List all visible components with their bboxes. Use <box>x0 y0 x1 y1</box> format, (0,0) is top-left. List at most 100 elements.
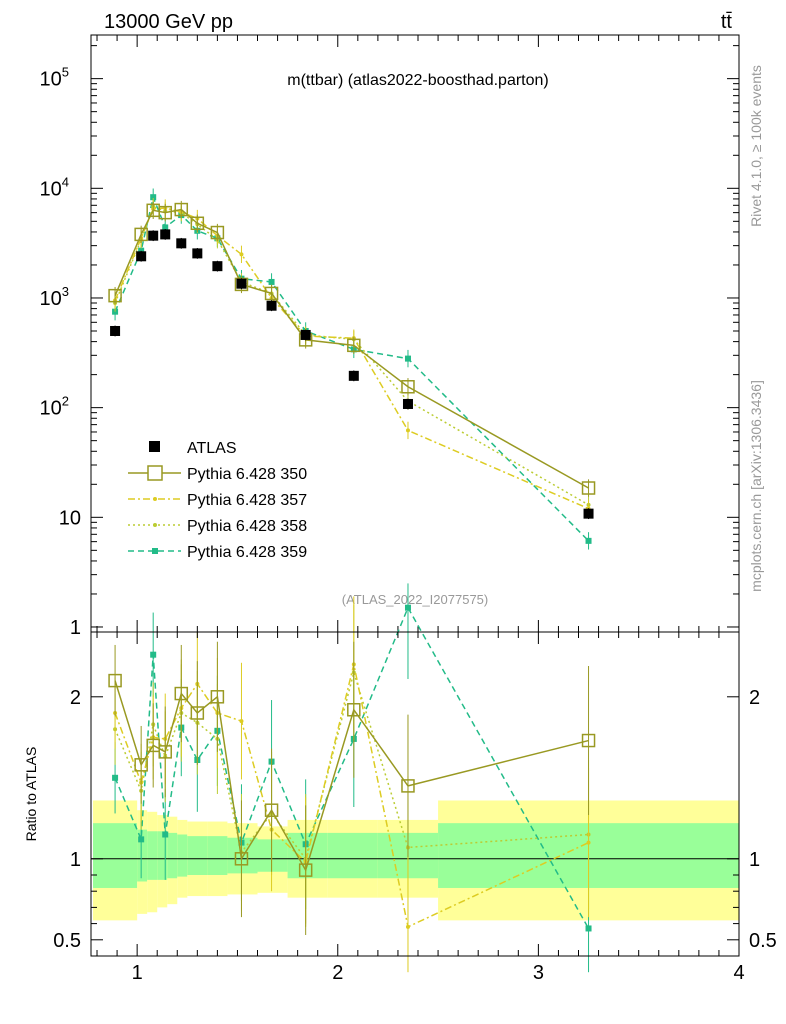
x-tick-label: 2 <box>332 962 343 984</box>
legend-marker <box>147 465 163 481</box>
marker <box>134 227 148 242</box>
data-point <box>148 230 159 241</box>
data-point <box>160 229 171 240</box>
ratio-marker <box>585 925 592 932</box>
series-line <box>114 207 589 510</box>
mcplots-label: mcplots.cern.ch [arXiv:1306.3436] <box>748 380 764 592</box>
series-line <box>114 205 589 506</box>
data-point <box>236 278 247 289</box>
ratio-band-inner <box>93 823 138 888</box>
ratio-ylabel: Ratio to ATLAS <box>23 747 39 842</box>
header-left: 13000 GeV pp <box>104 11 233 33</box>
ratio-series-pythia-6.428-350 <box>108 641 596 935</box>
ratio-marker <box>150 651 157 658</box>
y-tick-label: 103 <box>40 284 69 310</box>
x-tick-label: 1 <box>132 962 143 984</box>
data-point <box>348 370 359 381</box>
rivet-label: Rivet 4.1.0, ≥ 100k events <box>748 65 764 227</box>
ratio-panel: 0.5 0.5 1 1 2 2 1 2 3 4 Ratio to ATLAS <box>23 583 777 984</box>
ratio-marker <box>162 831 169 838</box>
y-tick-label: 102 <box>40 394 69 420</box>
legend-marker <box>152 548 158 554</box>
main-series <box>108 188 596 550</box>
data-point <box>402 398 413 409</box>
y-tick-base: 1 <box>70 617 81 639</box>
legend-label: Pythia 6.428 350 <box>187 466 307 483</box>
marker <box>581 481 596 495</box>
marker <box>404 355 411 362</box>
x-tick-label: 4 <box>733 962 744 984</box>
ratio-band-inner <box>157 831 168 880</box>
y-tick-base: 10 <box>40 398 62 420</box>
marker <box>138 247 145 254</box>
ratio-band-inner <box>177 834 188 877</box>
legend-label: Pythia 6.428 358 <box>187 518 307 535</box>
y-tick-base: 10 <box>40 288 62 310</box>
data-point <box>583 508 594 519</box>
ratio-band-inner <box>257 839 288 872</box>
series-atlas-data <box>110 228 594 520</box>
ratio-y-tick-label: 0.5 <box>53 930 81 952</box>
marker <box>162 224 169 231</box>
y-tick-exponent: 3 <box>62 284 69 299</box>
ratio-marker <box>264 803 279 817</box>
ratio-marker <box>347 703 361 717</box>
ratio-series <box>108 583 596 973</box>
ratio-marker <box>138 836 145 843</box>
ratio-band-inner <box>167 832 178 879</box>
y-tick-base: 10 <box>40 69 62 91</box>
ratio-marker <box>404 604 411 611</box>
legend-marker <box>149 441 160 452</box>
data-point <box>192 248 203 259</box>
data-point <box>110 325 121 336</box>
legend-marker <box>153 523 157 527</box>
ratio-y-tick-label: 2 <box>70 687 81 709</box>
marker <box>585 537 592 544</box>
ratio-band-inner <box>147 831 158 880</box>
analysis-label: (ATLAS_2022_I2077575) <box>342 592 488 607</box>
chart-title: m(ttbar) (atlas2022-boosthad.parton) <box>287 72 548 89</box>
marker <box>401 380 415 394</box>
ratio-marker <box>190 706 205 720</box>
ratio-y-tick-label-right: 1 <box>749 849 760 871</box>
marker <box>108 288 122 303</box>
marker <box>190 216 205 231</box>
ratio-marker <box>581 733 596 748</box>
marker <box>405 428 410 433</box>
ratio-y-tick-label-right: 0.5 <box>749 930 777 952</box>
y-tick-label: 10 <box>59 507 81 529</box>
y-tick-base: 10 <box>40 178 62 200</box>
marker <box>150 194 157 201</box>
ratio-band-inner <box>187 836 208 875</box>
ratio-marker <box>108 673 122 688</box>
marker <box>174 202 189 217</box>
marker <box>210 225 225 240</box>
data-point <box>300 329 311 340</box>
data-point <box>176 238 187 249</box>
y-tick-exponent: 4 <box>62 174 69 189</box>
ratio-y-tick-label-right: 2 <box>749 687 760 709</box>
ratio-band-inner <box>137 829 148 882</box>
legend: ATLAS Pythia 6.428 350 Pythia 6.428 357 Pyt… <box>128 440 307 561</box>
ratio-y-tick-label: 1 <box>70 849 81 871</box>
data-point <box>266 300 277 311</box>
ratio-marker <box>158 745 172 759</box>
legend-label: Pythia 6.428 357 <box>187 492 307 509</box>
ratio-uncertainty-bands <box>93 800 739 921</box>
marker <box>264 286 279 301</box>
marker <box>158 205 172 220</box>
ratio-marker <box>239 719 244 724</box>
series-line <box>114 194 590 542</box>
ratio-marker <box>298 863 313 877</box>
data-point <box>212 261 223 272</box>
legend-label: Pythia 6.428 359 <box>187 544 307 561</box>
legend-marker <box>153 497 157 501</box>
x-tick-label: 3 <box>533 962 544 984</box>
ratio-marker <box>586 840 591 845</box>
ratio-marker <box>134 758 148 772</box>
ratio-band-inner <box>327 832 378 879</box>
y-tick-base: 10 <box>59 507 81 529</box>
